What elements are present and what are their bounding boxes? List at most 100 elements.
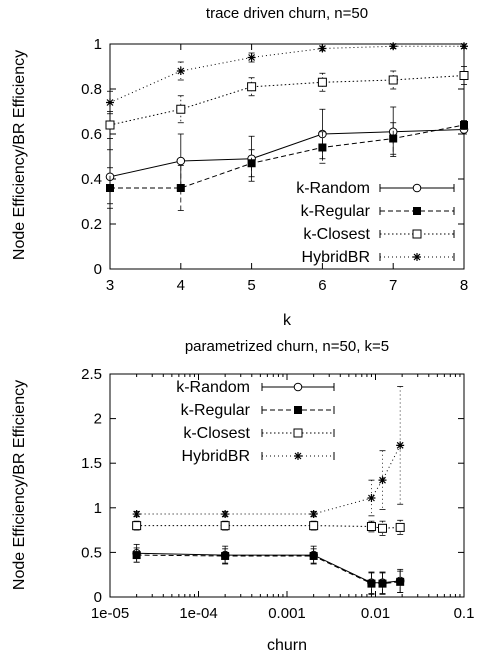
chart-top-y-axis-label: Node Efficiency/BR Efficiency [11, 50, 28, 260]
chart-bottom-y-tick-label: 1.5 [81, 455, 102, 472]
chart-top-data-point [247, 53, 256, 62]
chart-bottom-data-point [221, 510, 230, 519]
chart-bottom-data-point [221, 551, 230, 560]
chart-top-ticks: 3 4 5 6 7 8 0 0.2 0.4 0.6 0.8 1 [81, 36, 468, 294]
chart-top-x-tick-label: 7 [389, 277, 397, 294]
chart-top-data-point [459, 71, 469, 80]
chart-top-legend-marker [413, 253, 421, 261]
chart-bottom-plot-frame [109, 373, 465, 598]
chart-top: trace driven churn, n=50 Node Efficiency… [11, 5, 469, 329]
chart-bottom-legend-marker [293, 382, 303, 392]
chart-top-legend-label: k-Random [296, 180, 370, 197]
chart-top-data-point [247, 159, 256, 168]
chart-bottom-title: parametrized churn, n=50, k=5 [185, 338, 389, 355]
chart-top-data-point [176, 184, 185, 192]
chart-top-legend-marker [412, 229, 422, 239]
chart-top-series-line [109, 129, 465, 178]
chart-bottom-y-tick-label: 0.5 [81, 544, 102, 561]
chart-top-series-line [109, 75, 465, 126]
chart-bottom-ticks: 1e-05 1e-04 0.001 0.01 0.1 0 0.5 1 1.5 2 2.5 [81, 366, 474, 622]
chart-bottom-legend-marker [294, 452, 302, 460]
chart-bottom-x-tick-label: 0.001 [268, 605, 306, 622]
chart-top-plot-frame [109, 43, 465, 270]
chart-top-data-point [176, 156, 186, 166]
chart-bottom-series [132, 386, 405, 595]
chart-bottom-y-tick-label: 2.5 [81, 366, 102, 383]
chart-top-y-tick-label: 0.6 [81, 126, 102, 143]
chart-top-series-line [110, 124, 465, 189]
chart-top-legend: k-Random k-Regular k-Closest HybridBR [296, 180, 455, 266]
chart-bottom-series-2 [132, 519, 405, 536]
chart-bottom-y-tick-label: 2 [94, 411, 102, 428]
chart-top-series-line [109, 45, 464, 103]
chart-top-y-tick-label: 0.4 [81, 171, 102, 188]
chart-bottom-series-3 [132, 386, 405, 519]
chart-top-x-axis-label: k [283, 312, 292, 329]
chart-bottom-data-point [366, 522, 376, 532]
chart-bottom-data-point [220, 521, 230, 531]
chart-top-data-point [389, 134, 398, 143]
chart-bottom-data-point [132, 510, 141, 519]
chart-bottom: parametrized churn, n=50, k=5 Node Effic… [11, 338, 474, 654]
chart-top-series-1 [106, 120, 468, 211]
chart-bottom-data-point [367, 493, 376, 502]
chart-bottom-y-axis-label: Node Efficiency/BR Efficiency [11, 380, 28, 590]
chart-bottom-data-point [378, 476, 387, 485]
chart-top-series [105, 42, 469, 211]
chart-bottom-data-point [395, 522, 405, 532]
chart-bottom-data-point [309, 510, 318, 519]
chart-top-y-tick-label: 1 [94, 36, 102, 53]
chart-top-data-point [318, 44, 327, 53]
chart-top-legend-marker [413, 207, 421, 215]
chart-bottom-legend-marker [293, 428, 303, 438]
chart-bottom-series-line [136, 554, 401, 585]
chart-bottom-legend-marker [294, 406, 302, 414]
chart-bottom-x-tick-label: 0.1 [454, 605, 475, 622]
chart-top-data-point [318, 143, 327, 152]
chart-bottom-series-line [136, 525, 401, 529]
chart-bottom-series-0 [132, 543, 405, 594]
chart-bottom-x-axis-label: churn [267, 637, 307, 654]
chart-bottom-legend-label: k-Closest [183, 425, 250, 442]
chart-top-data-point [176, 104, 186, 114]
chart-bottom-data-point [309, 551, 318, 560]
chart-top-x-tick-label: 4 [177, 277, 185, 294]
chart-top-data-point [389, 42, 398, 51]
chart-bottom-legend-label: k-Random [176, 379, 250, 396]
chart-top-data-point [106, 184, 114, 192]
chart-bottom-data-point [378, 579, 387, 588]
chart-bottom-x-tick-label: 1e-05 [91, 605, 129, 622]
chart-top-data-point [105, 120, 115, 130]
chart-top-y-tick-label: 0.8 [81, 81, 102, 98]
chart-bottom-y-tick-label: 0 [94, 589, 102, 606]
chart-top-data-point [247, 82, 257, 92]
chart-bottom-legend-label: HybridBR [182, 448, 250, 465]
chart-bottom-legend: k-Random k-Regular k-Closest HybridBR [176, 379, 335, 465]
chart-top-title: trace driven churn, n=50 [206, 5, 368, 22]
chart-bottom-data-point [378, 523, 388, 533]
chart-top-series-3 [106, 42, 468, 115]
chart-top-data-point [317, 77, 327, 87]
chart-bottom-series-line [136, 445, 401, 515]
chart-top-x-tick-label: 3 [106, 277, 114, 294]
chart-bottom-data-point [396, 577, 405, 586]
chart-top-y-tick-label: 0.2 [81, 216, 102, 233]
chart-bottom-data-point [309, 521, 319, 531]
chart-top-series-2 [105, 66, 469, 139]
chart-bottom-data-point [396, 441, 405, 450]
chart-top-x-tick-label: 5 [247, 277, 255, 294]
chart-bottom-data-point [132, 551, 141, 560]
chart-top-legend-label: k-Regular [301, 203, 371, 220]
chart-top-data-point [460, 121, 468, 129]
chart-top-x-tick-label: 8 [460, 277, 468, 294]
chart-top-legend-label: k-Closest [303, 226, 370, 243]
chart-top-legend-marker [412, 183, 422, 193]
chart-bottom-x-tick-label: 0.01 [361, 605, 390, 622]
chart-bottom-series-line [136, 552, 401, 584]
chart-bottom-series-1 [132, 547, 405, 595]
chart-top-y-tick-label: 0 [94, 261, 102, 278]
chart-bottom-data-point [367, 579, 376, 588]
chart-bottom-legend-label: k-Regular [181, 402, 251, 419]
chart-top-legend-label: HybridBR [302, 249, 370, 266]
